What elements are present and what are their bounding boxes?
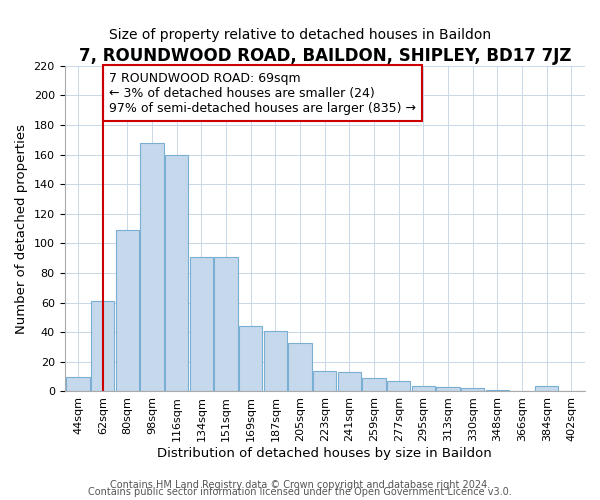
- Bar: [239, 326, 262, 392]
- Bar: [436, 387, 460, 392]
- Bar: [486, 390, 509, 392]
- Bar: [116, 230, 139, 392]
- Bar: [67, 376, 90, 392]
- Text: Size of property relative to detached houses in Baildon: Size of property relative to detached ho…: [109, 28, 491, 42]
- Y-axis label: Number of detached properties: Number of detached properties: [15, 124, 28, 334]
- Bar: [362, 378, 386, 392]
- Bar: [387, 381, 410, 392]
- Text: Contains HM Land Registry data © Crown copyright and database right 2024.: Contains HM Land Registry data © Crown c…: [110, 480, 490, 490]
- Bar: [535, 386, 559, 392]
- Bar: [338, 372, 361, 392]
- Bar: [289, 342, 312, 392]
- Text: Contains public sector information licensed under the Open Government Licence v3: Contains public sector information licen…: [88, 487, 512, 497]
- Text: 7 ROUNDWOOD ROAD: 69sqm
← 3% of detached houses are smaller (24)
97% of semi-det: 7 ROUNDWOOD ROAD: 69sqm ← 3% of detached…: [109, 72, 416, 114]
- Bar: [264, 330, 287, 392]
- Bar: [165, 154, 188, 392]
- X-axis label: Distribution of detached houses by size in Baildon: Distribution of detached houses by size …: [157, 447, 492, 460]
- Bar: [214, 256, 238, 392]
- Bar: [190, 256, 213, 392]
- Bar: [313, 370, 337, 392]
- Bar: [91, 301, 115, 392]
- Bar: [140, 142, 164, 392]
- Bar: [461, 388, 484, 392]
- Title: 7, ROUNDWOOD ROAD, BAILDON, SHIPLEY, BD17 7JZ: 7, ROUNDWOOD ROAD, BAILDON, SHIPLEY, BD1…: [79, 48, 571, 66]
- Bar: [412, 386, 435, 392]
